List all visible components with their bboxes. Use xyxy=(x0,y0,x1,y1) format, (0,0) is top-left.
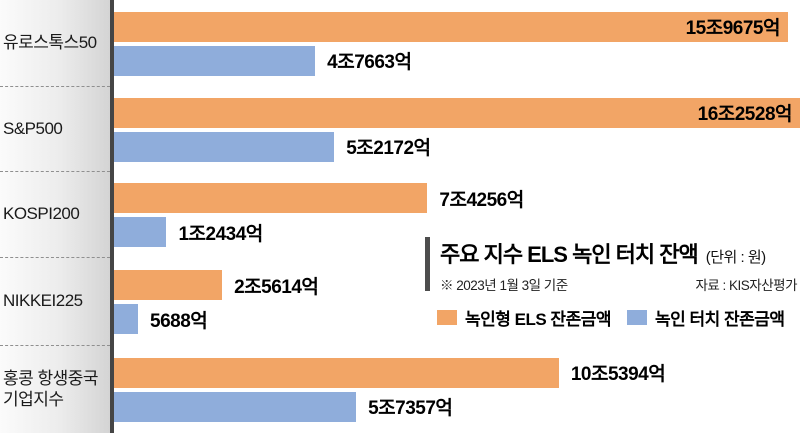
bar-value-label: 5조2172억 xyxy=(346,138,431,159)
bar-els-sp500: 16조2528억 xyxy=(114,97,800,128)
bar-line: 16조2528억 xyxy=(114,97,800,128)
bar-value-label: 5688억 xyxy=(150,310,208,332)
category-cell-nikkei225: NIKKEI225 xyxy=(0,258,110,346)
chart-row-eurostoxx50: 15조9675억 4조7663억 xyxy=(114,0,800,87)
bar-line: 7조4256억 xyxy=(114,183,800,213)
category-cell-eurostoxx50: 유로스톡스50 xyxy=(0,0,110,87)
bar-els-hscei xyxy=(114,357,559,388)
chart-row-sp500: 16조2528억 5조2172억 xyxy=(114,87,800,172)
bar-value-label: 7조4256억 xyxy=(439,189,524,211)
bar-value-label: 1조2434억 xyxy=(178,223,263,245)
bar-touch-sp500 xyxy=(114,131,335,162)
category-label: 홍콩 항생중국 기업지수 xyxy=(3,368,99,409)
category-cell-sp500: S&P500 xyxy=(0,87,110,172)
legend-swatch-orange xyxy=(437,310,457,325)
legend-label: 녹인 터치 잔존금액 xyxy=(655,310,785,329)
bar-line: 4조7663억 xyxy=(114,45,800,76)
bar-els-nikkei225 xyxy=(114,270,223,300)
title-block: 주요 지수 ELS 녹인 터치 잔액 (단위 : 원) ※ 2023년 1월 3… xyxy=(425,237,797,330)
chart-unit: (단위 : 원) xyxy=(705,249,766,266)
bar-line: 15조9675억 xyxy=(114,11,800,42)
bar-line: 10조5394억 xyxy=(114,357,800,388)
bar-line: 1조2434억 xyxy=(114,217,800,247)
chart-row-nikkei225: 2조5614억 5688억 xyxy=(114,258,800,346)
bar-value-label: 4조7663억 xyxy=(327,52,412,73)
as-of-date-note: ※ 2023년 1월 3일 기준 xyxy=(440,278,568,293)
bar-els-kospi200 xyxy=(114,183,428,213)
legend-label: 녹인형 ELS 잔존금액 xyxy=(465,310,612,329)
category-label: S&P500 xyxy=(3,118,63,138)
bar-touch-nikkei225 xyxy=(114,304,138,334)
category-cell-kospi200: KOSPI200 xyxy=(0,172,110,258)
bar-touch-kospi200 xyxy=(114,217,167,247)
chart-row-kospi200: 7조4256억 1조2434억 xyxy=(114,172,800,258)
bar-touch-hscei xyxy=(114,391,357,422)
bar-value-label: 10조5394억 xyxy=(570,364,666,385)
bar-touch-eurostoxx50 xyxy=(114,45,316,76)
bar-value-label: 2조5614억 xyxy=(234,276,319,298)
legend-item-touch: 녹인 터치 잔존금액 xyxy=(627,305,785,330)
legend-item-els: 녹인형 ELS 잔존금액 xyxy=(437,305,612,330)
bar-line: 5688억 xyxy=(114,304,800,334)
category-label: KOSPI200 xyxy=(3,204,80,224)
chart-title: 주요 지수 ELS 녹인 터치 잔액 xyxy=(440,242,699,267)
axis-line xyxy=(110,0,114,433)
data-source: 자료 : KIS자산평가 xyxy=(695,278,797,293)
chart-row-hscei: 10조5394억 5조7357억 xyxy=(114,346,800,433)
bar-line: 5조7357억 xyxy=(114,391,800,422)
category-label: 유로스톡스50 xyxy=(3,32,97,52)
bar-value-label: 16조2528억 xyxy=(697,104,793,125)
category-cell-hscei: 홍콩 항생중국 기업지수 xyxy=(0,346,110,433)
bar-line: 5조2172억 xyxy=(114,131,800,162)
bar-line: 2조5614억 xyxy=(114,270,800,300)
title-marker-bar xyxy=(425,237,430,291)
category-label: NIKKEI225 xyxy=(3,291,83,311)
bar-value-label: 5조7357억 xyxy=(368,398,453,419)
category-axis: 유로스톡스50 S&P500 KOSPI200 NIKKEI225 홍콩 항생중… xyxy=(0,0,110,433)
bar-els-eurostoxx50: 15조9675억 xyxy=(114,11,788,42)
plot-area: 15조9675억 4조7663억 16조2528억 5조2172억 xyxy=(114,0,800,433)
bar-value-label: 15조9675억 xyxy=(685,18,781,39)
legend: 녹인형 ELS 잔존금액 녹인 터치 잔존금액 xyxy=(437,305,797,330)
legend-swatch-blue xyxy=(627,310,647,325)
